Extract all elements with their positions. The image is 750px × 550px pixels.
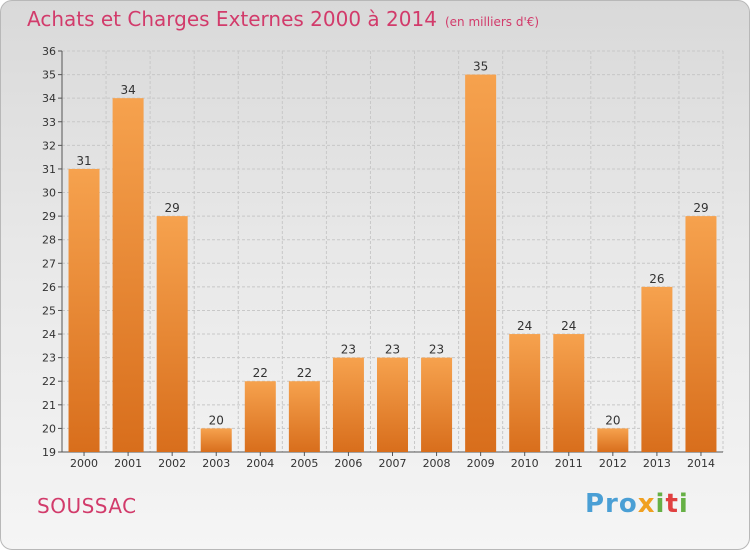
y-tick-label: 36 [42,45,56,58]
y-tick-label: 30 [42,187,56,200]
bar-2011 [553,334,585,452]
bar-2002 [156,216,188,452]
x-tick-label-2002: 2002 [158,457,186,470]
x-tick-label-2008: 2008 [423,457,451,470]
proxiti-logo: Proxiti [585,489,689,519]
y-tick-label: 31 [42,163,56,176]
bar-2013 [641,286,673,452]
bar-2012 [597,428,629,452]
y-tick-label: 28 [42,234,56,247]
y-tick-label: 19 [42,446,56,459]
data-label-2000: 31 [76,154,91,168]
y-tick-label: 25 [42,304,56,317]
data-label-2009: 35 [473,60,488,74]
data-label-2006: 23 [341,343,356,357]
data-label-2004: 22 [253,366,268,380]
bar-2010 [509,334,541,452]
x-tick-label-2000: 2000 [70,457,98,470]
logo-part-5: i [678,489,689,519]
logo-part-2: x [637,489,656,519]
data-label-2003: 20 [209,413,224,427]
logo-part-4: t [665,489,679,519]
x-tick-label-2009: 2009 [467,457,495,470]
x-tick-label-2014: 2014 [687,457,715,470]
data-labels: 31 34 29 20 22 22 23 23 23 35 24 24 20 26 29 [76,60,708,428]
bars [68,74,717,453]
chart-unit: (en milliers d'€) [444,15,540,29]
data-label-2010: 24 [517,319,532,333]
y-tick-label: 20 [42,422,56,435]
y-tick-label: 22 [42,375,56,388]
x-tick-label-2003: 2003 [202,457,230,470]
y-tick-label: 35 [42,69,56,82]
logo-part-1: Pro [585,489,638,519]
bar-2001 [112,98,144,453]
y-tick-label: 24 [42,328,56,341]
y-tick-label: 32 [42,139,56,152]
data-label-2012: 20 [605,413,620,427]
x-tick-label-2010: 2010 [511,457,539,470]
data-label-2005: 22 [297,366,312,380]
data-label-2001: 34 [120,83,135,97]
data-label-2014: 29 [693,201,708,215]
bar-2014 [685,216,717,452]
chart-title-text: Achats et Charges Externes 2000 à 2014 [27,7,437,31]
y-tick-label: 21 [42,399,56,412]
data-label-2008: 23 [429,343,444,357]
y-tick-label: 27 [42,257,56,270]
bar-2006 [332,357,364,452]
data-label-2013: 26 [649,272,664,286]
x-tick-label-2001: 2001 [114,457,142,470]
bar-2004 [244,381,276,452]
data-label-2011: 24 [561,319,576,333]
x-tick-label-2006: 2006 [334,457,362,470]
y-tick-label: 23 [42,352,56,365]
data-label-2002: 29 [165,201,180,215]
x-tick-label-2011: 2011 [555,457,583,470]
y-tick-label: 34 [42,92,56,105]
x-tick-label-2012: 2012 [599,457,627,470]
x-tick-label-2005: 2005 [290,457,318,470]
bar-2009 [465,74,497,453]
bar-2000 [68,168,100,453]
bar-2007 [377,357,408,452]
chart-title: Achats et Charges Externes 2000 à 2014 (e… [27,7,539,31]
bar-2003 [200,428,232,452]
x-tick-label-2007: 2007 [379,457,407,470]
y-tick-label: 33 [42,116,56,129]
bar-2005 [288,381,320,452]
x-tick-label-2013: 2013 [643,457,671,470]
y-tick-label: 26 [42,281,56,294]
data-label-2007: 23 [385,343,400,357]
bar-2008 [421,357,453,452]
y-tick-label: 29 [42,210,56,223]
commune-name: SOUSSAC [37,494,137,518]
x-tick-label-2004: 2004 [246,457,274,470]
logo-part-3: i [655,489,666,519]
